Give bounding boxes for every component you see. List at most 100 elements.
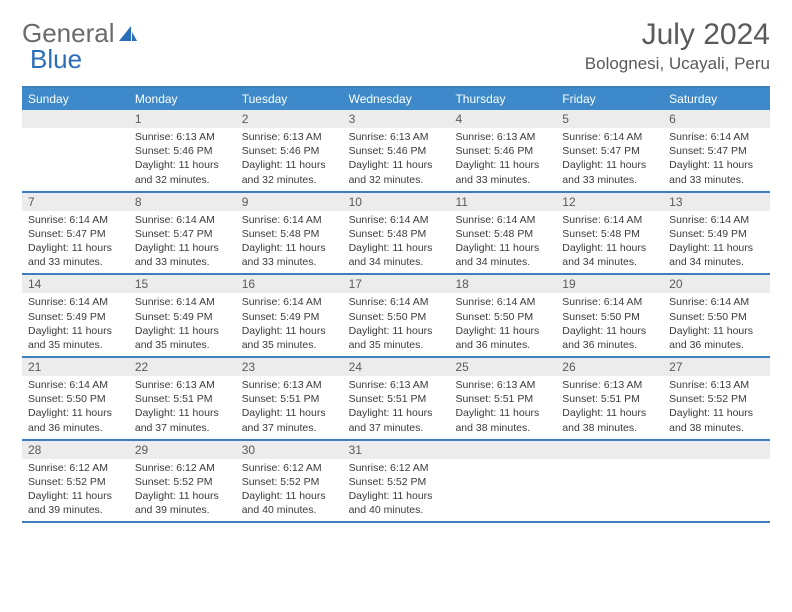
title-block: July 2024 Bolognesi, Ucayali, Peru	[585, 18, 770, 74]
day-details: Sunrise: 6:13 AMSunset: 5:46 PMDaylight:…	[449, 128, 556, 191]
calendar-day: 1Sunrise: 6:13 AMSunset: 5:46 PMDaylight…	[129, 110, 236, 191]
day-details: Sunrise: 6:12 AMSunset: 5:52 PMDaylight:…	[236, 459, 343, 522]
day-number	[556, 441, 663, 459]
logo-text-blue: Blue	[30, 44, 82, 75]
calendar-day: 22Sunrise: 6:13 AMSunset: 5:51 PMDayligh…	[129, 358, 236, 439]
calendar-day: 21Sunrise: 6:14 AMSunset: 5:50 PMDayligh…	[22, 358, 129, 439]
day-number: 9	[236, 193, 343, 211]
calendar-day: 23Sunrise: 6:13 AMSunset: 5:51 PMDayligh…	[236, 358, 343, 439]
day-number	[449, 441, 556, 459]
day-details: Sunrise: 6:12 AMSunset: 5:52 PMDaylight:…	[343, 459, 450, 522]
logo-sail-icon	[117, 23, 139, 45]
day-number: 6	[663, 110, 770, 128]
calendar-day: 4Sunrise: 6:13 AMSunset: 5:46 PMDaylight…	[449, 110, 556, 191]
day-number: 4	[449, 110, 556, 128]
weekday-header: Friday	[556, 88, 663, 110]
day-details: Sunrise: 6:13 AMSunset: 5:52 PMDaylight:…	[663, 376, 770, 439]
weekday-header: Saturday	[663, 88, 770, 110]
header: General July 2024 Bolognesi, Ucayali, Pe…	[0, 0, 792, 80]
weekday-header: Thursday	[449, 88, 556, 110]
calendar-week: 14Sunrise: 6:14 AMSunset: 5:49 PMDayligh…	[22, 275, 770, 358]
day-number: 12	[556, 193, 663, 211]
calendar-day: 3Sunrise: 6:13 AMSunset: 5:46 PMDaylight…	[343, 110, 450, 191]
calendar-day: 20Sunrise: 6:14 AMSunset: 5:50 PMDayligh…	[663, 275, 770, 356]
calendar-day: 31Sunrise: 6:12 AMSunset: 5:52 PMDayligh…	[343, 441, 450, 522]
weekday-header: Wednesday	[343, 88, 450, 110]
day-number: 14	[22, 275, 129, 293]
day-number: 10	[343, 193, 450, 211]
day-number: 19	[556, 275, 663, 293]
day-details: Sunrise: 6:14 AMSunset: 5:47 PMDaylight:…	[556, 128, 663, 191]
day-details: Sunrise: 6:14 AMSunset: 5:47 PMDaylight:…	[663, 128, 770, 191]
day-details: Sunrise: 6:14 AMSunset: 5:49 PMDaylight:…	[663, 211, 770, 274]
calendar-day: 17Sunrise: 6:14 AMSunset: 5:50 PMDayligh…	[343, 275, 450, 356]
day-number: 27	[663, 358, 770, 376]
day-number: 18	[449, 275, 556, 293]
day-details: Sunrise: 6:14 AMSunset: 5:47 PMDaylight:…	[22, 211, 129, 274]
day-details: Sunrise: 6:13 AMSunset: 5:51 PMDaylight:…	[129, 376, 236, 439]
day-number: 24	[343, 358, 450, 376]
day-details: Sunrise: 6:14 AMSunset: 5:50 PMDaylight:…	[556, 293, 663, 356]
month-title: July 2024	[585, 18, 770, 52]
calendar-week: 1Sunrise: 6:13 AMSunset: 5:46 PMDaylight…	[22, 110, 770, 193]
day-number: 26	[556, 358, 663, 376]
day-details: Sunrise: 6:14 AMSunset: 5:48 PMDaylight:…	[556, 211, 663, 274]
day-details: Sunrise: 6:14 AMSunset: 5:49 PMDaylight:…	[129, 293, 236, 356]
calendar-day: 7Sunrise: 6:14 AMSunset: 5:47 PMDaylight…	[22, 193, 129, 274]
calendar-day: 29Sunrise: 6:12 AMSunset: 5:52 PMDayligh…	[129, 441, 236, 522]
calendar-day: 11Sunrise: 6:14 AMSunset: 5:48 PMDayligh…	[449, 193, 556, 274]
day-details: Sunrise: 6:13 AMSunset: 5:51 PMDaylight:…	[236, 376, 343, 439]
calendar-day: 28Sunrise: 6:12 AMSunset: 5:52 PMDayligh…	[22, 441, 129, 522]
day-details: Sunrise: 6:14 AMSunset: 5:50 PMDaylight:…	[663, 293, 770, 356]
calendar-day: 2Sunrise: 6:13 AMSunset: 5:46 PMDaylight…	[236, 110, 343, 191]
calendar-day: 19Sunrise: 6:14 AMSunset: 5:50 PMDayligh…	[556, 275, 663, 356]
day-number	[663, 441, 770, 459]
day-details: Sunrise: 6:13 AMSunset: 5:51 PMDaylight:…	[449, 376, 556, 439]
day-number: 13	[663, 193, 770, 211]
day-details: Sunrise: 6:12 AMSunset: 5:52 PMDaylight:…	[129, 459, 236, 522]
day-number: 15	[129, 275, 236, 293]
day-number	[22, 110, 129, 128]
day-details: Sunrise: 6:14 AMSunset: 5:50 PMDaylight:…	[449, 293, 556, 356]
day-details: Sunrise: 6:14 AMSunset: 5:50 PMDaylight:…	[343, 293, 450, 356]
day-number: 5	[556, 110, 663, 128]
weekday-header: Sunday	[22, 88, 129, 110]
day-number: 29	[129, 441, 236, 459]
calendar-day: 12Sunrise: 6:14 AMSunset: 5:48 PMDayligh…	[556, 193, 663, 274]
calendar-day: 26Sunrise: 6:13 AMSunset: 5:51 PMDayligh…	[556, 358, 663, 439]
calendar-day: 10Sunrise: 6:14 AMSunset: 5:48 PMDayligh…	[343, 193, 450, 274]
day-details: Sunrise: 6:14 AMSunset: 5:48 PMDaylight:…	[343, 211, 450, 274]
day-number: 17	[343, 275, 450, 293]
calendar-week: 7Sunrise: 6:14 AMSunset: 5:47 PMDaylight…	[22, 193, 770, 276]
calendar-day	[663, 441, 770, 522]
calendar-day: 6Sunrise: 6:14 AMSunset: 5:47 PMDaylight…	[663, 110, 770, 191]
calendar-week: 28Sunrise: 6:12 AMSunset: 5:52 PMDayligh…	[22, 441, 770, 524]
day-details: Sunrise: 6:14 AMSunset: 5:48 PMDaylight:…	[236, 211, 343, 274]
day-number: 22	[129, 358, 236, 376]
calendar-day: 25Sunrise: 6:13 AMSunset: 5:51 PMDayligh…	[449, 358, 556, 439]
day-number: 7	[22, 193, 129, 211]
location: Bolognesi, Ucayali, Peru	[585, 54, 770, 74]
calendar-day: 5Sunrise: 6:14 AMSunset: 5:47 PMDaylight…	[556, 110, 663, 191]
calendar-day	[556, 441, 663, 522]
calendar-day: 27Sunrise: 6:13 AMSunset: 5:52 PMDayligh…	[663, 358, 770, 439]
calendar-day: 13Sunrise: 6:14 AMSunset: 5:49 PMDayligh…	[663, 193, 770, 274]
day-number: 2	[236, 110, 343, 128]
day-number: 20	[663, 275, 770, 293]
weekday-row: SundayMondayTuesdayWednesdayThursdayFrid…	[22, 88, 770, 110]
day-number: 23	[236, 358, 343, 376]
calendar: SundayMondayTuesdayWednesdayThursdayFrid…	[22, 86, 770, 523]
day-details: Sunrise: 6:13 AMSunset: 5:46 PMDaylight:…	[343, 128, 450, 191]
day-details: Sunrise: 6:13 AMSunset: 5:51 PMDaylight:…	[343, 376, 450, 439]
day-details: Sunrise: 6:13 AMSunset: 5:51 PMDaylight:…	[556, 376, 663, 439]
calendar-day: 24Sunrise: 6:13 AMSunset: 5:51 PMDayligh…	[343, 358, 450, 439]
day-number: 16	[236, 275, 343, 293]
day-number: 28	[22, 441, 129, 459]
calendar-day: 30Sunrise: 6:12 AMSunset: 5:52 PMDayligh…	[236, 441, 343, 522]
day-details: Sunrise: 6:13 AMSunset: 5:46 PMDaylight:…	[236, 128, 343, 191]
day-details: Sunrise: 6:14 AMSunset: 5:50 PMDaylight:…	[22, 376, 129, 439]
calendar-week: 21Sunrise: 6:14 AMSunset: 5:50 PMDayligh…	[22, 358, 770, 441]
day-details: Sunrise: 6:12 AMSunset: 5:52 PMDaylight:…	[22, 459, 129, 522]
day-number: 8	[129, 193, 236, 211]
weekday-header: Monday	[129, 88, 236, 110]
